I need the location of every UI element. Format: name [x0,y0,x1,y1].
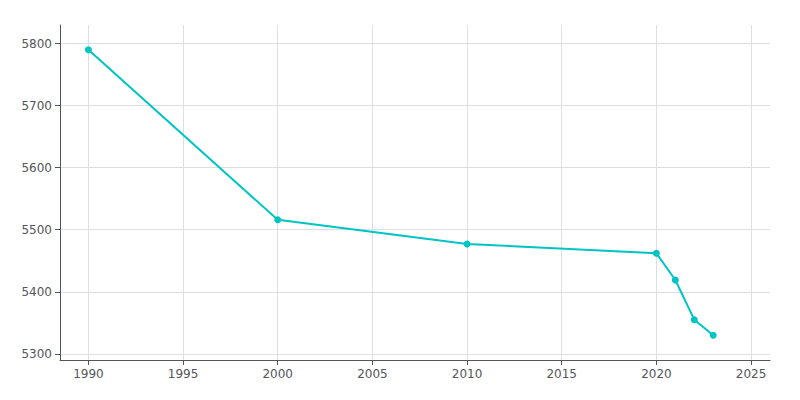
svg-text:2025: 2025 [736,367,767,381]
svg-text:5800: 5800 [21,37,52,51]
svg-text:5700: 5700 [21,99,52,113]
svg-text:5300: 5300 [21,347,52,361]
svg-text:5500: 5500 [21,223,52,237]
svg-text:2005: 2005 [357,367,388,381]
svg-text:2020: 2020 [641,367,672,381]
svg-text:1990: 1990 [73,367,104,381]
svg-text:5600: 5600 [21,161,52,175]
svg-text:5400: 5400 [21,285,52,299]
svg-text:2000: 2000 [262,367,293,381]
svg-text:1995: 1995 [168,367,199,381]
svg-text:2015: 2015 [546,367,577,381]
svg-text:2010: 2010 [452,367,483,381]
